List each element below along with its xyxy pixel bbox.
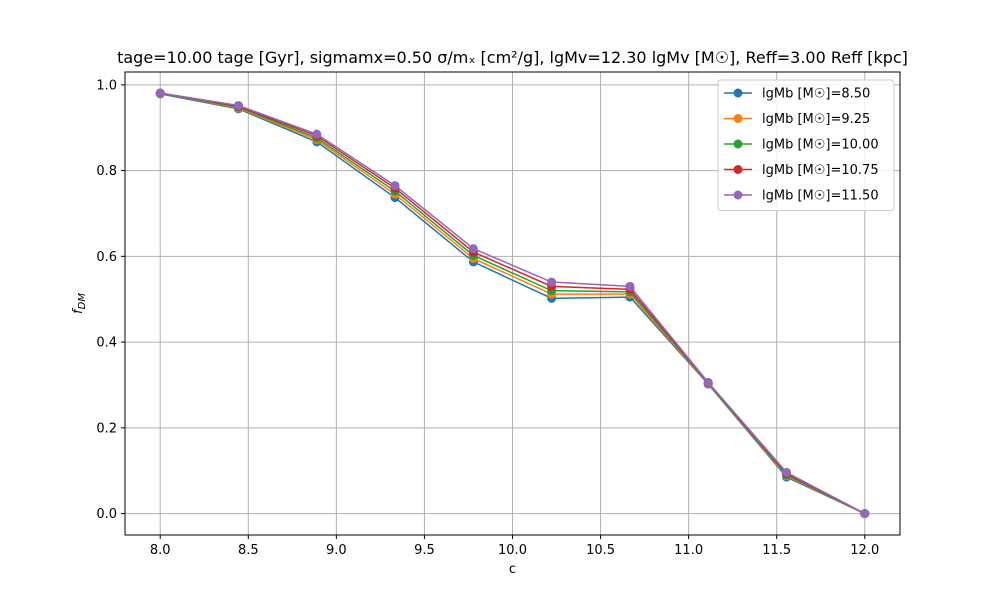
y-tick-label: 0.0 bbox=[96, 507, 117, 522]
y-axis-label: fDM bbox=[71, 293, 88, 314]
data-point bbox=[782, 467, 792, 477]
series-4 bbox=[155, 88, 870, 519]
x-tick-label: 8.0 bbox=[150, 543, 171, 558]
series-lines bbox=[155, 88, 870, 519]
legend-marker bbox=[733, 114, 743, 123]
legend-item: lgMb [M☉]=11.50 bbox=[724, 189, 879, 204]
y-tick-label: 0.2 bbox=[96, 421, 117, 436]
legend-label: lgMb [M☉]=8.50 bbox=[762, 87, 870, 102]
y-tick-label: 0.6 bbox=[96, 250, 117, 265]
legend-item: lgMb [M☉]=10.00 bbox=[724, 138, 879, 153]
data-point bbox=[547, 277, 557, 287]
y-tick-label: 1.0 bbox=[96, 78, 117, 93]
legend-item: lgMb [M☉]=8.50 bbox=[724, 87, 870, 102]
data-point bbox=[233, 100, 243, 110]
x-tick-label: 12.0 bbox=[850, 543, 879, 558]
legend-marker bbox=[733, 165, 743, 174]
legend-marker bbox=[733, 88, 743, 98]
series-line bbox=[160, 92, 866, 515]
legend-box bbox=[717, 79, 895, 211]
y-axis-ticks: 0.0 0.2 0.4 0.6 0.8 1.0 bbox=[96, 78, 125, 522]
x-axis-ticks: 8.0 8.5 9.0 9.5 10.0 10.5 11.0 11.5 12.0 bbox=[150, 535, 879, 558]
legend: lgMb [M☉]=8.50 lgMb [M☉]=9.25 lgMb [M☉]=10… bbox=[717, 79, 895, 211]
x-tick-label: 10.0 bbox=[498, 543, 527, 558]
x-tick-label: 8.5 bbox=[238, 543, 259, 558]
data-point bbox=[312, 129, 322, 139]
x-tick-label: 11.0 bbox=[674, 543, 703, 558]
legend-label: lgMb [M☉]=10.75 bbox=[762, 163, 879, 178]
legend-label: lgMb [M☉]=10.00 bbox=[762, 138, 879, 153]
data-point bbox=[860, 509, 870, 519]
legend-item: lgMb [M☉]=10.75 bbox=[724, 163, 879, 178]
data-point bbox=[155, 88, 165, 98]
x-axis-label: c bbox=[509, 562, 516, 577]
x-tick-label: 9.5 bbox=[414, 543, 435, 558]
y-tick-label: 0.4 bbox=[96, 336, 117, 351]
legend-label: lgMb [M☉]=9.25 bbox=[762, 112, 870, 127]
chart-title: tage=10.00 tage [Gyr], sigmamx=0.50 σ/mₓ… bbox=[117, 48, 908, 67]
data-point bbox=[390, 181, 400, 191]
x-tick-label: 10.5 bbox=[586, 543, 615, 558]
legend-marker bbox=[733, 190, 743, 200]
x-tick-label: 11.5 bbox=[762, 543, 791, 558]
data-point bbox=[468, 244, 478, 254]
data-point bbox=[703, 377, 713, 387]
data-point bbox=[625, 281, 635, 291]
legend-marker bbox=[733, 139, 743, 149]
y-tick-label: 0.8 bbox=[96, 164, 117, 179]
legend-label: lgMb [M☉]=11.50 bbox=[762, 189, 879, 204]
x-tick-label: 9.0 bbox=[326, 543, 347, 558]
legend-item: lgMb [M☉]=9.25 bbox=[724, 112, 870, 127]
